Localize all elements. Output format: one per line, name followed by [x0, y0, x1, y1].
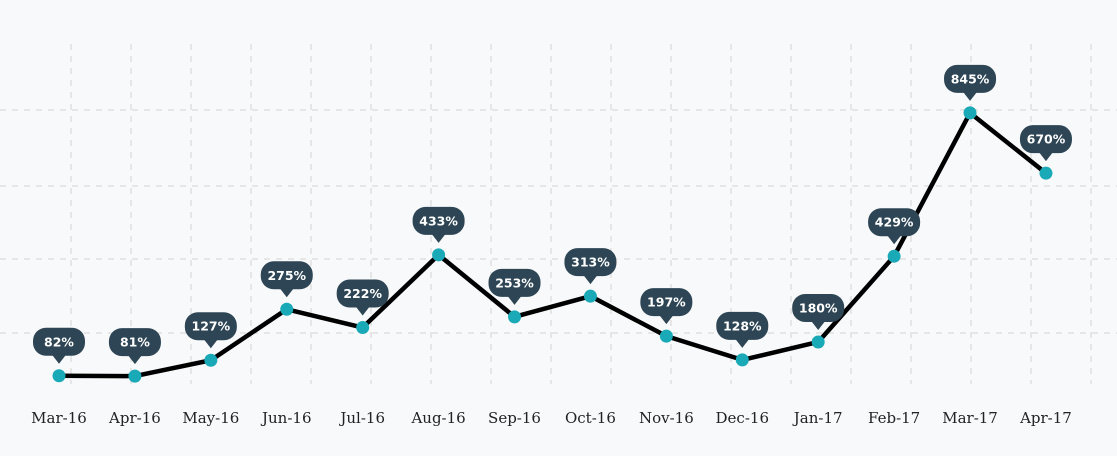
data-label-pointer — [659, 315, 674, 325]
data-point — [887, 249, 901, 263]
data-label-callout: 127% — [184, 312, 237, 349]
x-tick-label: Aug-16 — [410, 409, 465, 427]
data-label-bubble — [1019, 125, 1072, 154]
data-label-callout: 253% — [488, 268, 541, 305]
data-point — [356, 321, 370, 335]
data-label-bubble — [336, 279, 389, 308]
x-tick-label: Oct-16 — [565, 409, 616, 427]
data-label: 433% — [419, 213, 458, 228]
data-label-callout: 81% — [108, 328, 161, 365]
x-tick-label: Dec-16 — [716, 409, 769, 427]
x-tick-label: Jun-16 — [260, 409, 312, 427]
data-label-callout: 82% — [33, 327, 85, 364]
data-point — [735, 353, 749, 367]
data-label-callout: 670% — [1019, 125, 1072, 162]
x-tick-label: Apr-17 — [1019, 409, 1072, 427]
x-tick-label: Nov-16 — [639, 409, 694, 427]
data-label-pointer — [355, 306, 370, 316]
data-point — [128, 369, 142, 383]
data-markers — [52, 106, 1053, 383]
data-label: 180% — [799, 300, 838, 315]
data-label-pointer — [52, 354, 66, 364]
data-point — [811, 335, 825, 349]
data-label-callout: 222% — [336, 279, 389, 316]
data-label-bubble — [716, 311, 769, 340]
data-label: 222% — [343, 286, 382, 301]
data-point — [52, 369, 66, 383]
x-tick-label: Mar-17 — [942, 409, 998, 427]
data-label: 81% — [120, 335, 150, 350]
data-label: 275% — [267, 268, 306, 283]
x-tick-label: Jul-16 — [338, 409, 385, 427]
x-tick-label: May-16 — [182, 409, 239, 427]
data-label-bubble — [640, 288, 693, 317]
data-label-bubble — [33, 327, 85, 356]
data-point — [963, 106, 977, 120]
data-label-bubble — [868, 208, 921, 237]
data-label-bubble — [488, 268, 541, 297]
x-tick-label: Apr-16 — [108, 409, 161, 427]
data-label-bubble — [260, 261, 313, 290]
data-label: 429% — [875, 215, 914, 230]
data-point — [204, 353, 218, 367]
data-label-pointer — [735, 338, 750, 348]
data-label-callout: 128% — [716, 311, 769, 348]
data-label-bubble — [792, 293, 845, 322]
data-label-pointer — [279, 288, 294, 298]
data-label: 127% — [192, 319, 231, 334]
series-line — [56, 110, 1049, 379]
chart-grid — [0, 44, 1117, 384]
data-label: 670% — [1027, 132, 1066, 147]
data-label-callout: 313% — [564, 248, 617, 285]
data-point — [432, 248, 446, 262]
x-tick-label: Feb-17 — [868, 409, 920, 427]
data-label-pointer — [1038, 152, 1053, 162]
data-label-pointer — [203, 339, 218, 349]
data-label-bubble — [564, 248, 617, 277]
data-label-pointer — [127, 355, 142, 365]
data-label-callout: 433% — [412, 206, 465, 243]
data-label-pointer — [887, 235, 902, 245]
data-label: 197% — [647, 295, 686, 310]
data-label-callout: 275% — [260, 261, 313, 298]
data-label-bubble — [412, 206, 465, 235]
data-label: 845% — [951, 71, 990, 86]
series-line-group — [56, 110, 1049, 379]
data-label-pointer — [963, 91, 978, 101]
data-label: 82% — [44, 334, 74, 349]
data-label: 253% — [495, 275, 534, 290]
x-tick-label: Sep-16 — [488, 409, 541, 427]
data-label-bubble — [108, 328, 161, 357]
data-label-pointer — [583, 275, 598, 285]
data-point — [659, 329, 673, 343]
data-label-bubble — [944, 64, 997, 93]
x-tick-label: Mar-16 — [31, 409, 87, 427]
data-label-callout: 845% — [944, 64, 997, 101]
data-label: 313% — [571, 255, 610, 270]
data-label-pointer — [507, 295, 522, 305]
data-label-pointer — [811, 320, 826, 330]
data-point — [583, 289, 597, 303]
data-point — [1039, 166, 1053, 180]
data-labels: 82% 81% 127% 275% 222% 433% 253% 313% 197% 128% 18… — [33, 64, 1072, 365]
x-tick-label: Jan-17 — [792, 409, 843, 427]
x-axis-ticks: Mar-16 Apr-16 May-16 Jun-16 Jul-16 Aug-16 Sep-… — [31, 409, 1072, 427]
data-point — [280, 302, 294, 316]
data-label: 128% — [723, 318, 762, 333]
data-label-callout: 429% — [868, 208, 921, 245]
data-label-callout: 197% — [640, 288, 693, 325]
data-point — [508, 310, 522, 324]
data-label-callout: 180% — [792, 293, 845, 330]
data-label-pointer — [431, 233, 446, 243]
data-label-bubble — [184, 312, 237, 341]
